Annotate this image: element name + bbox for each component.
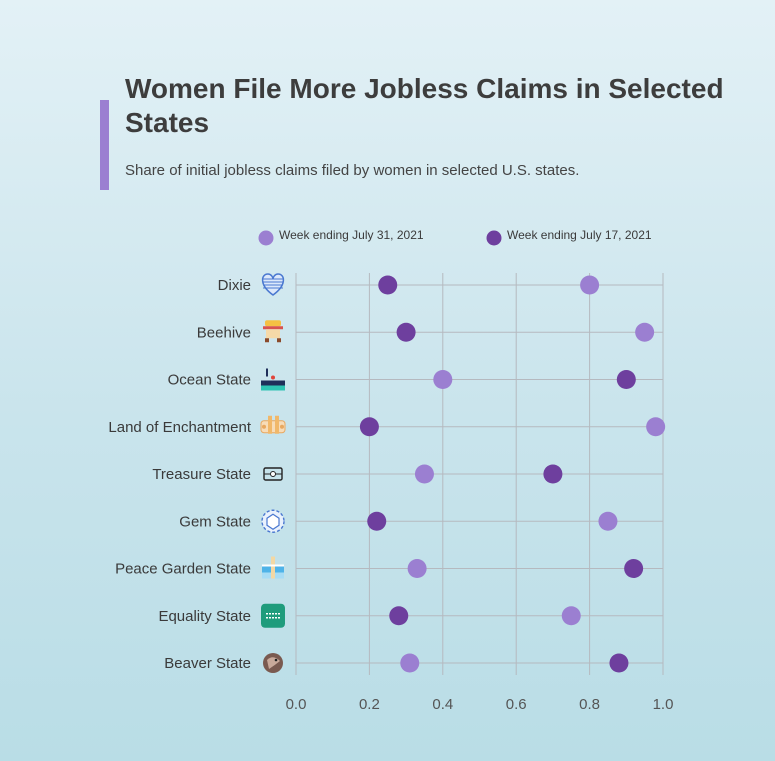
point-week-july-17 (359, 417, 379, 437)
legend-label: Week ending July 17, 2021 (507, 228, 652, 242)
legend-marker (258, 230, 274, 246)
category-label: Equality State (158, 608, 251, 625)
treasure-chest-icon (263, 467, 283, 481)
x-tick-label: 0.0 (286, 696, 307, 713)
point-week-july-17 (543, 464, 563, 484)
point-week-july-31 (400, 653, 420, 673)
point-week-july-31 (646, 417, 666, 437)
x-tick-label: 0.2 (359, 696, 380, 713)
chart-title: Women File More Jobless Claims in Select… (125, 73, 724, 138)
point-week-july-17 (396, 322, 416, 342)
title-accent-bar (100, 100, 109, 190)
category-label: Land of Enchantment (108, 419, 251, 436)
point-week-july-31 (433, 370, 453, 389)
point-week-july-17 (624, 559, 644, 578)
point-week-july-17 (389, 606, 409, 626)
point-week-july-17 (378, 275, 398, 295)
ship-icon (261, 368, 285, 391)
point-week-july-31 (407, 559, 427, 578)
point-week-july-31 (414, 464, 434, 484)
category-label: Treasure State (152, 466, 251, 483)
x-tick-label: 0.4 (432, 696, 453, 713)
peace-garden-icon (262, 556, 284, 579)
chart-subtitle: Share of initial jobless claims filed by… (125, 162, 580, 179)
point-week-july-17 (367, 511, 387, 531)
pueblo-icon (260, 415, 286, 434)
x-tick-label: 0.8 (579, 696, 600, 713)
point-week-july-31 (580, 275, 600, 295)
category-label: Gem State (179, 513, 251, 530)
heart-flag-icon (261, 273, 285, 296)
beaver-icon (263, 653, 283, 673)
point-week-july-31 (561, 606, 581, 626)
category-label: Beehive (197, 324, 251, 341)
equality-sign-icon (261, 603, 285, 628)
category-label: Peace Garden State (115, 561, 251, 578)
beehive-icon (263, 320, 283, 343)
x-tick-label: 1.0 (653, 696, 674, 713)
legend-marker (486, 230, 502, 246)
point-week-july-31 (635, 322, 655, 342)
category-label: Ocean State (168, 372, 251, 389)
category-label: Beaver State (164, 655, 251, 672)
x-tick-label: 0.6 (506, 696, 527, 713)
point-week-july-17 (616, 370, 636, 389)
legend-label: Week ending July 31, 2021 (279, 228, 424, 242)
point-week-july-17 (609, 653, 629, 673)
point-week-july-31 (598, 511, 618, 531)
gem-icon (261, 509, 285, 533)
category-label: Dixie (218, 277, 251, 294)
